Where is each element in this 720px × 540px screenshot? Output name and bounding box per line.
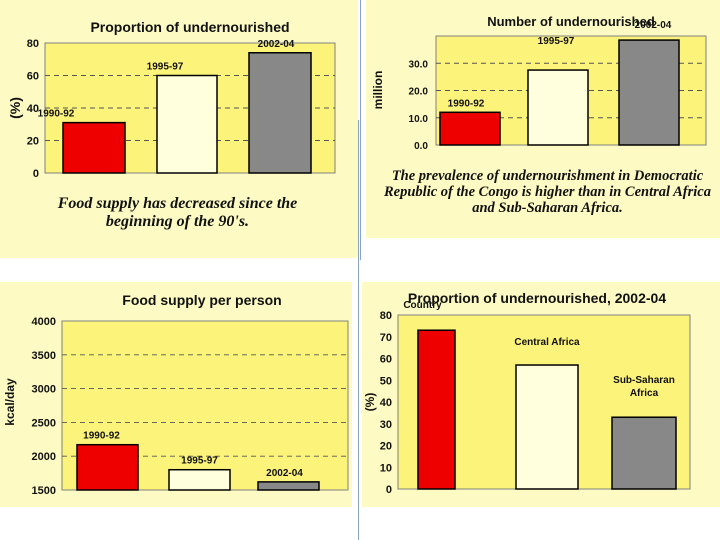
bar-category-label: 1995-97 [538,36,575,47]
y-tick-label: 10 [380,462,392,474]
bar-category-label: 2002-04 [266,468,303,479]
bar-category-label: 2002-04 [635,20,672,31]
chart-proportion-undernourished-regions: 0 10 20 30 40 50 60 70 80 Proportion of undernour… [363,290,691,496]
divider-line [360,0,361,260]
bar-category-label: Africa [630,388,659,399]
bar-category-label: 1995-97 [147,62,184,73]
chart-title: Number of undernourished [487,14,655,29]
y-tick-label: 0 [33,168,39,180]
bar-category-label: Sub-Saharan [613,375,675,386]
y-tick-label: 2000 [32,451,56,463]
panel-top-right: 0.0 10.0 20.0 30.0 Number of undernourished m… [366,0,720,238]
bar-category-label: 1990-92 [448,98,485,109]
y-tick-label: 20.0 [409,87,429,98]
chart-title: Proportion of undernourished, 2002-04 [408,290,666,306]
bar-2002-04 [257,481,320,491]
chart-title: Food supply per person [122,292,281,308]
y-tick-label: 0.0 [414,141,428,152]
bar-category-label: 1990-92 [83,431,120,442]
y-tick-label: 3000 [32,384,56,396]
y-tick-label: 4000 [32,316,56,328]
caption-food-supply-decreased: Food supply has decreased since the begi… [57,195,298,230]
bar-1995-97 [168,468,231,491]
bar-1995-97 [156,74,218,174]
chart-title: Proportion of undernourished [90,19,289,35]
y-tick-label: 40 [380,397,392,409]
divider-line [358,120,359,540]
y-axis-label: million [371,71,385,110]
y-tick-label: 30.0 [409,59,429,70]
bar-1990-92 [76,443,139,491]
y-tick-label: 20 [380,441,392,453]
y-tick-label: 80 [27,38,39,50]
bar-category-label: Central Africa [514,337,580,348]
y-tick-label: 20 [27,136,39,148]
bar-category-label: 2002-04 [258,39,295,50]
bar-central-africa [515,364,579,490]
chart-number-undernourished: 0.0 10.0 20.0 30.0 Number of undernourished m… [371,14,707,152]
panel-bottom-left: 1500 2000 2500 3000 3500 4000 Food supply per … [0,282,352,507]
y-tick-label: 30 [380,419,392,431]
bar-country [417,329,456,490]
y-axis-label: (%) [363,393,377,412]
y-tick-label: 50 [380,375,392,387]
panel-bottom-right: 0 10 20 30 40 50 60 70 80 Proportion of undernour… [362,282,720,507]
y-tick-label: 70 [380,332,392,344]
bar-1995-97 [527,69,589,146]
caption-prevalence-congo: The prevalence of undernourishment in De… [384,168,711,217]
bar-1990-92 [439,111,501,146]
bar-category-label: 1995-97 [181,456,218,467]
y-tick-label: 40 [27,103,39,115]
y-tick-label: 80 [380,310,392,322]
y-tick-label: 3500 [32,350,56,362]
y-tick-label: 2500 [32,417,56,429]
bar-1990-92 [62,121,126,174]
bar-2002-04 [618,39,680,146]
panel-top-left: 0 20 40 60 80 Proportion of undernourished (%)… [0,0,358,258]
chart-proportion-undernourished: 0 20 40 60 80 Proportion of undernourished (%)… [7,19,336,180]
y-tick-label: 60 [380,354,392,366]
y-tick-label: 60 [27,71,39,83]
bar-category-label: 1990-92 [38,109,75,120]
bar-category-label: Country [403,300,442,311]
chart-food-supply-per-person: 1500 2000 2500 3000 3500 4000 Food supply per … [3,292,349,497]
y-axis-label: kcal/day [3,378,17,426]
y-tick-label: 1500 [32,485,56,497]
bar-2002-04 [248,52,312,174]
y-tick-label: 10.0 [409,114,429,125]
y-tick-label: 0 [386,484,392,496]
bar-sub-saharan-africa [611,416,677,490]
y-axis-label: (%) [7,97,23,119]
